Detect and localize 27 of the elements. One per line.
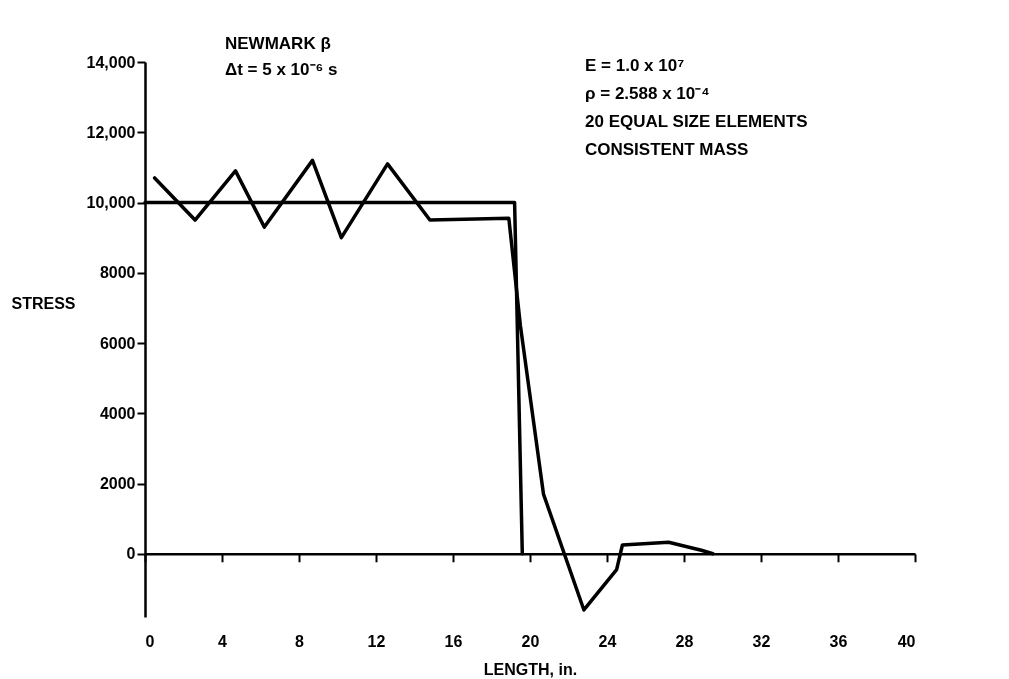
y-tick-label: 2000 — [99, 475, 136, 493]
annotation: E = 1.0 x 10⁷ — [585, 56, 685, 75]
annotation: 20 EQUAL SIZE ELEMENTS — [585, 112, 808, 131]
x-tick-label: 24 — [598, 632, 617, 650]
annotation: ρ = 2.588 x 10⁻⁴ — [585, 84, 710, 103]
y-tick-label: 6000 — [99, 334, 136, 352]
x-tick-label: 20 — [521, 632, 540, 650]
text: NEWMARK β — [225, 34, 331, 53]
y-tick-label: 14,000 — [86, 53, 136, 71]
y-tick-label: 4000 — [99, 404, 136, 422]
y-tick-label: 12,000 — [86, 123, 136, 141]
x-axis-title: LENGTH, in. — [483, 660, 578, 678]
x-tick-label: 12 — [367, 632, 386, 650]
x-tick-label: 0 — [145, 632, 155, 650]
x-tick-label: 28 — [675, 632, 694, 650]
y-tick-label: 0 — [126, 545, 136, 563]
y-axis-title: STRESS — [11, 295, 76, 313]
annotation: Δt = 5 x 10⁻⁶ s — [225, 60, 338, 79]
y-tick-label: 8000 — [99, 264, 136, 282]
annotation: CONSISTENT MASS — [585, 140, 749, 159]
x-tick-label: 4 — [218, 632, 228, 650]
x-tick-label: 36 — [829, 632, 848, 650]
y-tick-label: 10,000 — [86, 194, 136, 212]
x-tick-label: 16 — [444, 632, 463, 650]
x-tick-label: 32 — [752, 632, 771, 650]
x-tick-label: 8 — [295, 632, 305, 650]
x-tick-label: 40 — [897, 632, 916, 650]
